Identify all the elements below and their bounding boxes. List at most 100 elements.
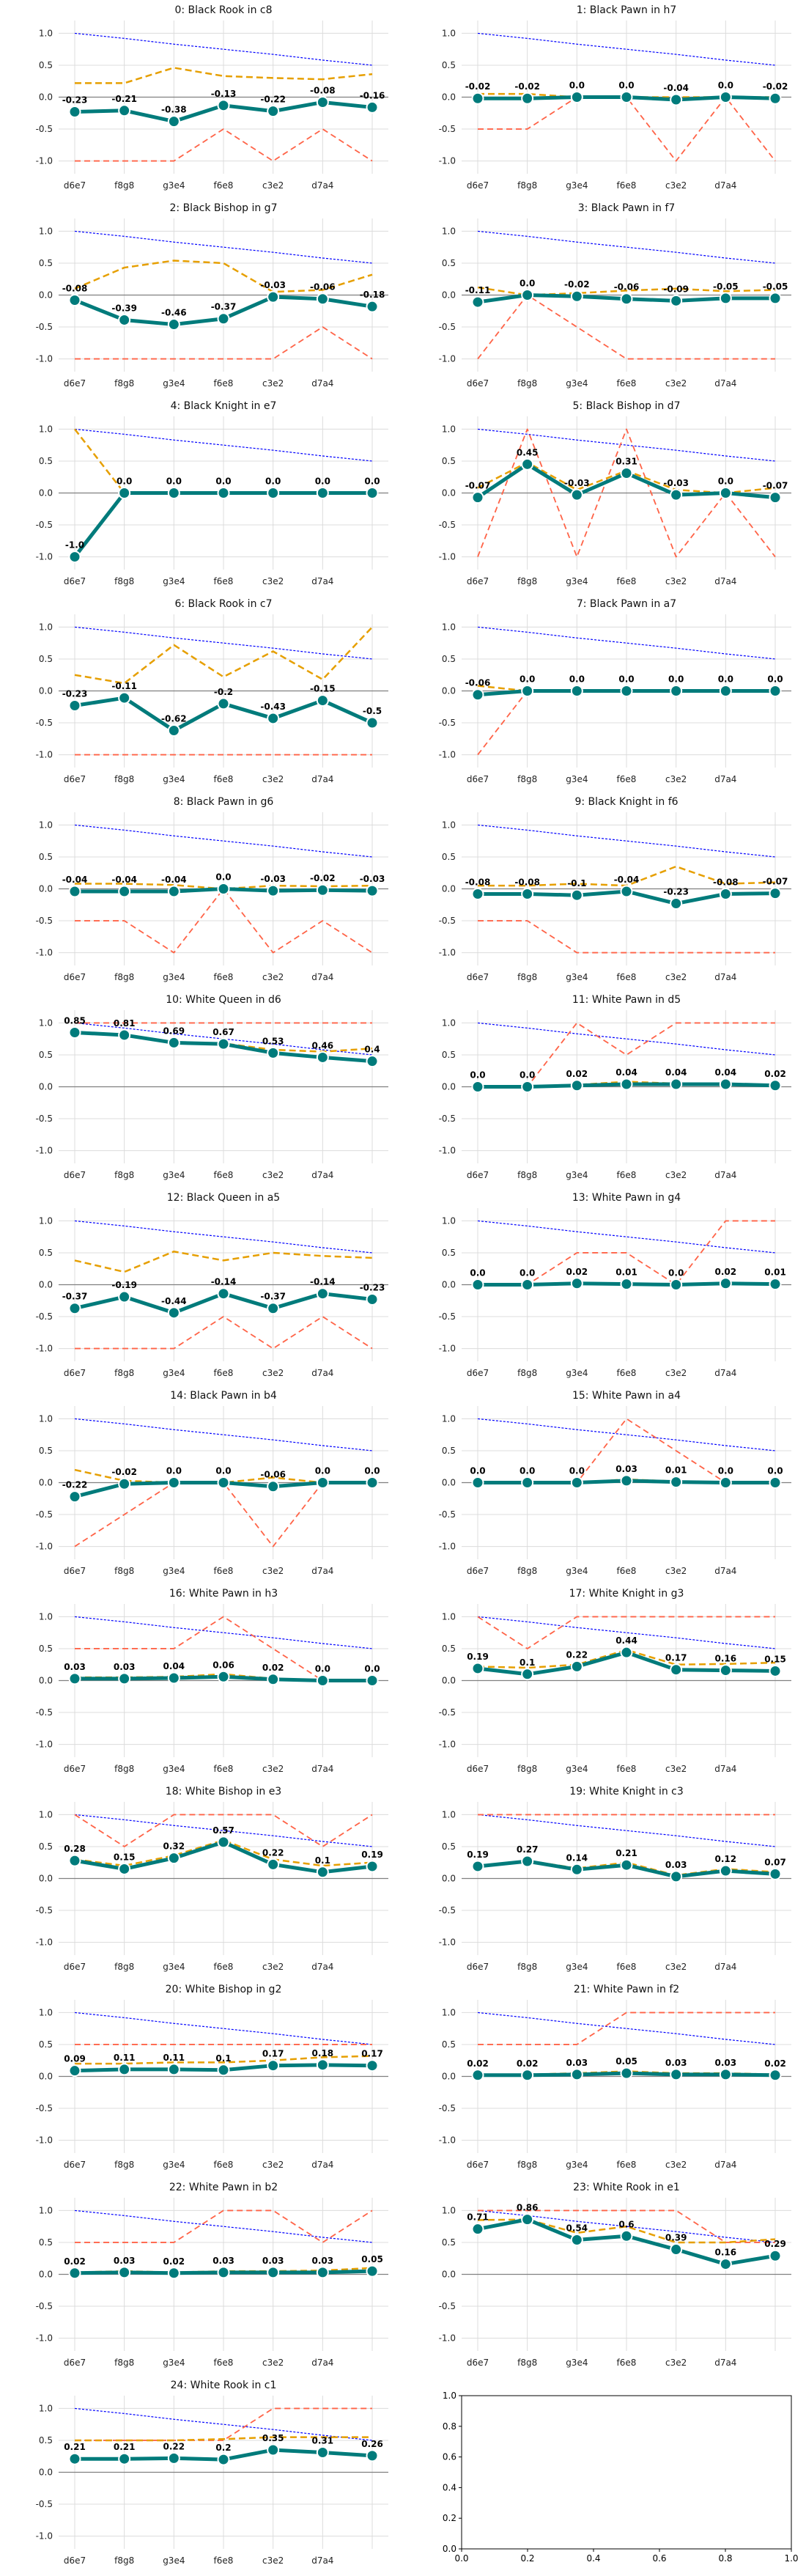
x-tick-label: d6e7 [467,1764,489,1774]
main-series-point [68,1302,81,1315]
main-series-point [769,292,782,305]
main-series-point [118,1477,131,1490]
chart-svg-18: 18: White Bishop in e3 1.0 0.5 0.0 -0.5 -1.0 d… [36,1786,388,1972]
x-tick-label: f8g8 [114,1170,134,1180]
data-label: -0.04 [111,875,137,885]
x-tick-label: c3e2 [665,1764,687,1774]
x-tick-label: d7a4 [714,576,736,586]
main-series-point [68,1490,81,1504]
y-tick-label: 0.5 [442,1446,456,1456]
chart-svg-13: 13: White Pawn in g4 1.0 0.5 0.0 -0.5 -1.0 d6e… [439,1192,791,1378]
y-tick-label: 0.5 [39,1248,53,1258]
red-series-line [478,2012,775,2045]
y-tick-label: 0.0 [39,2468,53,2478]
y-tick-label: 0.5 [442,1050,456,1060]
main-series-point [267,712,280,725]
data-label: -0.09 [663,284,689,294]
data-label: -0.5 [363,706,382,716]
main-series-point [118,2452,131,2465]
data-label: -0.1 [567,878,586,888]
data-label: 0.67 [212,1027,234,1037]
y-tick-label: 0.5 [39,2435,53,2446]
data-label: -0.07 [763,481,788,491]
blue-series-line [477,1022,776,1056]
data-label: -0.07 [763,877,788,887]
axes-frame [461,2395,792,2550]
x-tick-label: d7a4 [311,378,333,389]
x-tick-label: g3e4 [566,2160,588,2170]
main-series-point [217,697,230,710]
chart-panel-24: 24: White Rook in c1 1.0 0.5 0.0 -0.5 -1.0 d6e… [0,2375,403,2573]
y-tick-label: -1.0 [36,1344,53,1354]
x-tick-label: 0.2 [520,2553,534,2564]
main-series-point [769,1079,782,1092]
x-tick-label: c3e2 [262,774,284,784]
x-tick-label: d7a4 [714,2160,736,2170]
x-tick-label: g3e4 [163,1170,185,1180]
chart-title: 20: White Bishop in g2 [166,1984,282,1995]
data-label: 0.0 [166,476,182,487]
y-tick-label: 1.0 [442,226,456,236]
chart-svg-7: 7: Black Pawn in a7 1.0 0.5 0.0 -0.5 -1.0 d6e7… [439,598,791,784]
x-tick-label: g3e4 [566,180,588,191]
data-label: 0.03 [114,1662,136,1672]
x-tick-label: g3e4 [163,1764,185,1774]
main-series-point [471,688,484,702]
chart-title: 8: Black Pawn in g6 [174,796,274,808]
chart-svg-15: 15: White Pawn in a4 1.0 0.5 0.0 -0.5 -1.0 d6e… [439,1390,791,1576]
data-label: 0.03 [114,2256,136,2266]
x-tick-label: d6e7 [467,180,489,191]
x-tick-label: c3e2 [262,972,284,982]
data-label: 0.07 [764,1857,786,1867]
x-tick-label: c3e2 [665,1566,687,1576]
chart-title: 4: Black Knight in e7 [171,400,277,412]
main-series-point [316,1476,329,1489]
data-label: -0.2 [214,687,233,697]
y-tick-label: 0.5 [39,60,53,70]
data-label: -0.02 [763,81,788,92]
x-tick-label: g3e4 [566,2358,588,2368]
x-tick-label: c3e2 [262,1566,284,1576]
chart-title: 14: Black Pawn in b4 [170,1390,277,1402]
data-label: 0.0 [315,1664,330,1674]
x-tick-label: d7a4 [714,1566,736,1576]
y-tick-label: 0.5 [442,654,456,664]
y-tick-label: 1.0 [442,2205,456,2215]
main-series-point [366,884,379,897]
blue-series-line [74,2407,373,2441]
main-series-point [719,887,732,900]
x-tick-label: d7a4 [311,2555,333,2566]
x-tick-label: f6e8 [617,378,637,389]
x-tick-label: f6e8 [617,2160,637,2170]
data-label: 0.0 [364,476,380,487]
data-label: -0.62 [161,713,187,724]
y-tick-label: -1.0 [439,1344,456,1354]
data-label: 0.0 [215,872,231,883]
y-tick-label: -1.0 [36,2135,53,2146]
chart-title: 23: White Rook in e1 [573,2182,680,2193]
x-tick-label: d6e7 [64,180,86,191]
red-series-line [75,888,373,954]
data-label: 0.0 [520,1070,535,1081]
blue-series-line [477,428,776,462]
main-series-point [267,884,280,897]
x-tick-label: f8g8 [114,378,134,389]
main-series-point [670,2068,683,2081]
x-tick-label: g3e4 [163,2160,185,2170]
y-tick-label: 0.5 [442,456,456,466]
x-tick-label: d6e7 [64,1368,86,1378]
data-label: 0.0 [569,1466,585,1476]
x-tick-label: g3e4 [163,1368,185,1378]
main-series-point [769,1664,782,1677]
y-tick-label: -1.0 [439,552,456,562]
main-series-point [570,91,583,103]
main-series-point [670,1476,683,1489]
x-tick-label: c3e2 [665,1368,687,1378]
blue-series-line [477,1418,776,1451]
x-tick-label: g3e4 [566,1368,588,1378]
main-series-point [670,294,683,307]
data-label: 0.39 [665,2233,687,2243]
main-series-point [471,1081,484,1093]
data-label: -0.14 [310,1277,336,1287]
main-series-point [670,1663,683,1677]
